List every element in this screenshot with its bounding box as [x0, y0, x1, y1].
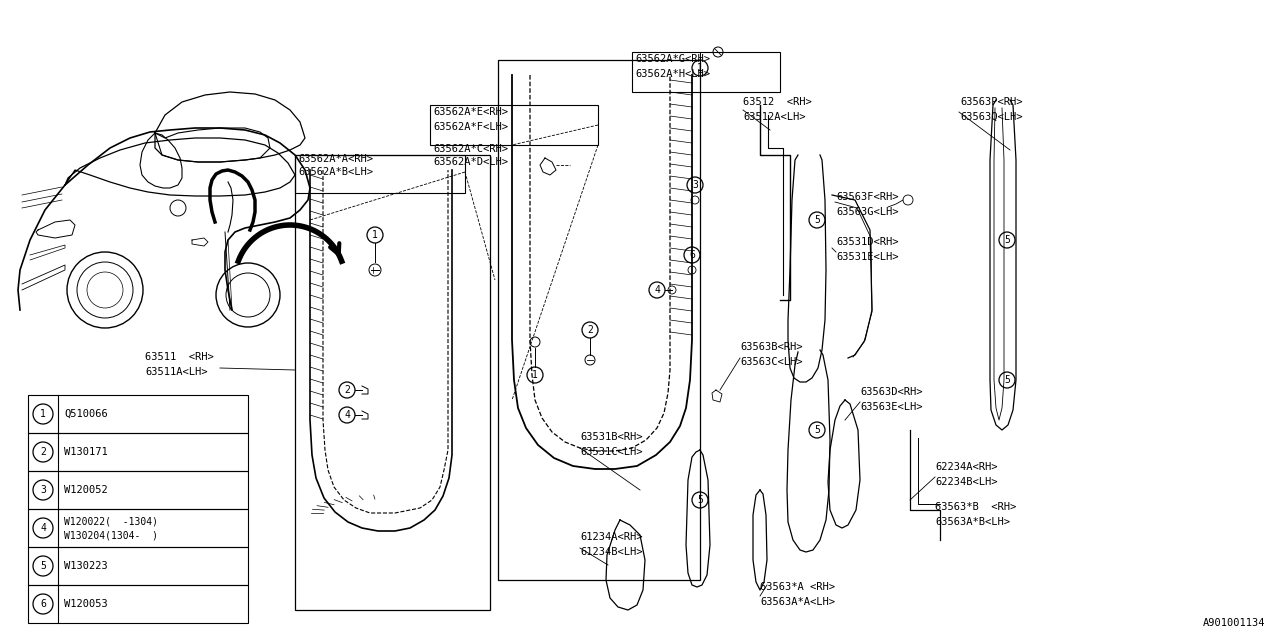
Text: 4: 4 [40, 523, 46, 533]
Text: 63531C<LH>: 63531C<LH> [580, 447, 643, 457]
Text: 61234A<RH>: 61234A<RH> [580, 532, 643, 542]
Text: 4: 4 [654, 285, 660, 295]
Text: 63563G<LH>: 63563G<LH> [836, 207, 899, 217]
Text: 63512A<LH>: 63512A<LH> [742, 112, 805, 122]
Text: 63563A*A<LH>: 63563A*A<LH> [760, 597, 835, 607]
Text: 63562A*F<LH>: 63562A*F<LH> [433, 122, 508, 132]
Text: 2: 2 [344, 385, 349, 395]
Text: 3: 3 [40, 485, 46, 495]
Text: 5: 5 [814, 215, 820, 225]
Text: 2: 2 [588, 325, 593, 335]
Text: 63563D<RH>: 63563D<RH> [860, 387, 923, 397]
Text: 63531D<RH>: 63531D<RH> [836, 237, 899, 247]
Text: W130171: W130171 [64, 447, 108, 457]
Text: 63563Q<LH>: 63563Q<LH> [960, 112, 1023, 122]
Text: W120052: W120052 [64, 485, 108, 495]
Text: 5: 5 [698, 495, 703, 505]
Text: 63511A<LH>: 63511A<LH> [145, 367, 207, 377]
Text: 63562A*H<LH>: 63562A*H<LH> [635, 69, 710, 79]
Text: 63531B<RH>: 63531B<RH> [580, 432, 643, 442]
Text: 3: 3 [692, 180, 698, 190]
Text: 4: 4 [344, 410, 349, 420]
Text: 63563P<RH>: 63563P<RH> [960, 97, 1023, 107]
Text: 62234B<LH>: 62234B<LH> [934, 477, 997, 487]
Text: 63563F<RH>: 63563F<RH> [836, 192, 899, 202]
Text: 63562A*A<RH>: 63562A*A<RH> [298, 154, 372, 164]
Text: 63563E<LH>: 63563E<LH> [860, 402, 923, 412]
Text: 63563B<RH>: 63563B<RH> [740, 342, 803, 352]
Text: 5: 5 [1004, 375, 1010, 385]
Text: 6: 6 [689, 250, 695, 260]
Text: 1: 1 [532, 370, 538, 380]
Text: 1: 1 [372, 230, 378, 240]
Text: A901001134: A901001134 [1202, 618, 1265, 628]
Text: W120053: W120053 [64, 599, 108, 609]
Text: 63562A*D<LH>: 63562A*D<LH> [433, 157, 508, 167]
Text: 1: 1 [698, 63, 703, 73]
Text: 63563A*B<LH>: 63563A*B<LH> [934, 517, 1010, 527]
Text: Q510066: Q510066 [64, 409, 108, 419]
Text: 63562A*E<RH>: 63562A*E<RH> [433, 107, 508, 117]
Text: 63531E<LH>: 63531E<LH> [836, 252, 899, 262]
Text: W130204(1304-  ): W130204(1304- ) [64, 531, 157, 541]
Text: 63562A*C<RH>: 63562A*C<RH> [433, 144, 508, 154]
Text: 5: 5 [1004, 235, 1010, 245]
Text: 62234A<RH>: 62234A<RH> [934, 462, 997, 472]
Text: W120022(  -1304): W120022( -1304) [64, 517, 157, 527]
Text: 63562A*B<LH>: 63562A*B<LH> [298, 167, 372, 177]
Text: 63511  <RH>: 63511 <RH> [145, 352, 214, 362]
Text: W130223: W130223 [64, 561, 108, 571]
Text: 63563C<LH>: 63563C<LH> [740, 357, 803, 367]
Text: 63563*B  <RH>: 63563*B <RH> [934, 502, 1016, 512]
Text: 63563*A <RH>: 63563*A <RH> [760, 582, 835, 592]
Text: 61234B<LH>: 61234B<LH> [580, 547, 643, 557]
Text: 5: 5 [814, 425, 820, 435]
Text: 1: 1 [40, 409, 46, 419]
Text: 6: 6 [40, 599, 46, 609]
Text: 63562A*G<RH>: 63562A*G<RH> [635, 54, 710, 64]
Text: 5: 5 [40, 561, 46, 571]
Text: 63512  <RH>: 63512 <RH> [742, 97, 812, 107]
Text: 2: 2 [40, 447, 46, 457]
